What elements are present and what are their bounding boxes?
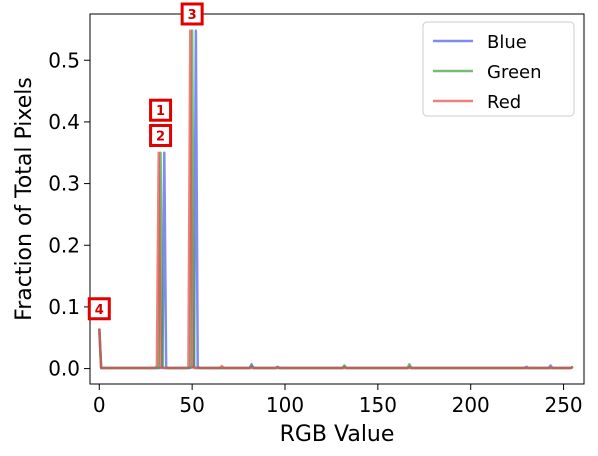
annotation-badge-4: 4 [87, 297, 111, 321]
x-tick-label: 0 [93, 393, 106, 417]
x-axis-ticks: 0 50 100 150 200 250 [93, 384, 583, 417]
badge-label: 3 [188, 8, 197, 23]
annotation-badge-2: 2 [149, 123, 173, 147]
legend-box [422, 21, 575, 117]
annotation-badge-1: 1 [149, 98, 173, 122]
x-tick-label: 200 [452, 393, 490, 417]
legend: Blue Green Red [422, 21, 575, 117]
y-axis-ticks: 0.0 0.1 0.2 0.3 0.4 0.5 [48, 48, 90, 381]
badge-box [149, 98, 173, 122]
badge-box [180, 2, 204, 26]
x-tick-label: 250 [544, 393, 582, 417]
x-tick-label: 50 [179, 393, 204, 417]
badge-box [87, 297, 111, 321]
y-axis-label: Fraction of Total Pixels [12, 77, 37, 321]
legend-label-red: Red [487, 92, 521, 113]
y-tick-label: 0.0 [48, 357, 80, 381]
legend-label-green: Green [487, 62, 542, 83]
y-tick-label: 0.5 [48, 48, 80, 72]
series-layer [98, 29, 574, 370]
y-tick-label: 0.2 [48, 233, 80, 257]
annotation-badges: 1 2 3 4 [87, 2, 204, 321]
y-tick-label: 0.3 [48, 172, 80, 196]
x-tick-label: 100 [266, 393, 304, 417]
plot-frame [89, 13, 585, 385]
legend-label-blue: Blue [487, 32, 527, 53]
series-line-red [98, 29, 574, 370]
x-axis-label: RGB Value [280, 422, 395, 447]
badge-label: 4 [95, 303, 104, 318]
y-tick-label: 0.1 [48, 295, 80, 319]
annotation-badge-3: 3 [180, 2, 204, 26]
badge-label: 1 [156, 104, 165, 119]
x-tick-label: 150 [359, 393, 397, 417]
badge-box [149, 123, 173, 147]
badge-label: 2 [156, 129, 165, 144]
y-tick-label: 0.4 [48, 110, 80, 134]
